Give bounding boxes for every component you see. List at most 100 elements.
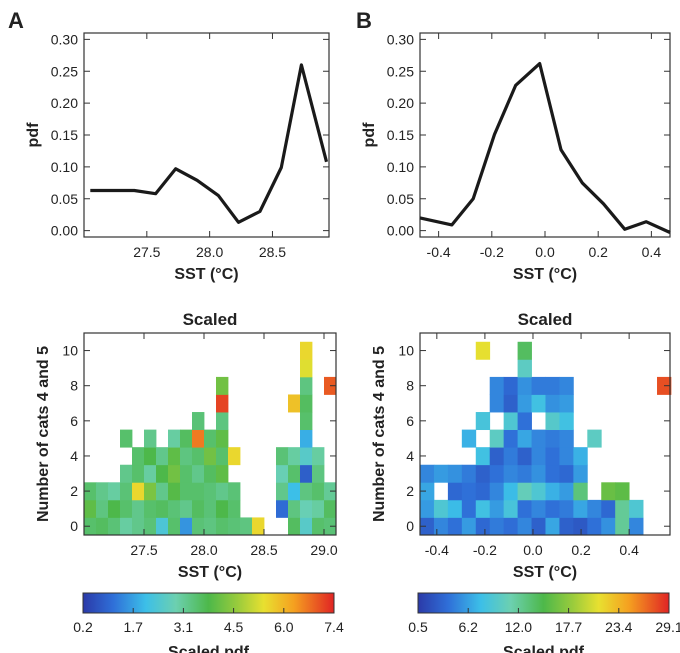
chart-b-heat-cell — [447, 517, 463, 536]
chart-a-heat-cell — [300, 499, 313, 518]
chart-b-heat-cell — [545, 429, 560, 448]
chart-b-heat-ytick-label: 6 — [406, 413, 414, 429]
chart-b-line-ylabel: pdf — [361, 122, 378, 148]
chart-b-heat-cell — [531, 447, 546, 466]
colorbar-a-label: Scaled pdf — [168, 644, 250, 653]
chart-a-heat-cell — [276, 482, 289, 501]
chart-b-heat-cell — [461, 429, 477, 448]
chart-b-heat-cell — [545, 412, 560, 431]
chart-b-heat-cell — [559, 429, 574, 448]
chart-a-heat-cell — [276, 464, 289, 483]
chart-a-heat-cell — [216, 394, 229, 413]
chart-b-heat-cell — [587, 499, 602, 518]
chart-b-heat-cell — [545, 517, 560, 536]
chart-a-heat-xlabel: SST (°C) — [178, 564, 242, 581]
chart-a-heat-cell — [120, 464, 133, 483]
chart-b-heat-cell — [629, 517, 644, 536]
chart-a-heat-cell — [288, 499, 301, 518]
chart-b-line-xtick-label: -0.2 — [480, 244, 504, 260]
chart-b-heat-cell — [461, 482, 477, 501]
chart-a-heat-cell — [84, 499, 97, 518]
chart-a-heat-cell — [108, 482, 121, 501]
chart-b-heat-cell — [517, 359, 532, 378]
chart-a-line-ytick-label: 0.25 — [51, 63, 78, 79]
chart-b-heat-cell — [517, 376, 532, 395]
chart-b-heat-cell — [447, 499, 463, 518]
colorbar-b-tick-label: 0.5 — [408, 619, 428, 635]
chart-a-heat-cell — [84, 482, 97, 501]
chart-a-heat-cell — [168, 447, 181, 466]
chart-b-heat-cell — [503, 464, 518, 483]
chart-b-heat-cell — [475, 482, 491, 501]
chart-a-heat-cell — [192, 499, 205, 518]
chart-a-heat-cell — [108, 499, 121, 518]
colorbar-a-tick-label: 0.2 — [73, 619, 93, 635]
chart-b-heat-cell — [559, 499, 574, 518]
chart-b-heat-cell — [517, 499, 532, 518]
chart-a-heat-cell — [204, 482, 217, 501]
chart-a-heat-cell — [120, 517, 133, 536]
chart-a-line-ytick-label: 0.20 — [51, 95, 78, 111]
chart-a-heat-ytick-label: 4 — [70, 448, 78, 464]
chart-b-heat-cell — [615, 482, 630, 501]
panel-label-a: A — [8, 8, 24, 33]
chart-b-heat-cell — [489, 482, 505, 501]
chart-b-heat-cell — [503, 412, 518, 431]
chart-a-heat-cell — [180, 429, 193, 448]
chart-a-line-axes-frame — [83, 32, 330, 238]
colorbar-a-tick-label: 3.1 — [174, 619, 194, 635]
chart-b-heat-cell — [475, 412, 491, 431]
chart-b-line: -0.4 -0.2 0.0 0.2 0.4 0.00 0.05 0.10 0.15 0.20 0.2… — [361, 31, 671, 283]
colorbar-b-label: Scaled pdf — [503, 644, 585, 653]
chart-b-heat-cell — [461, 499, 477, 518]
chart-b-heat-cell — [420, 482, 435, 501]
colorbar-a-tick-label: 6.0 — [274, 619, 294, 635]
chart-a-heat-cell — [168, 482, 181, 501]
chart-a-heat-cell — [96, 499, 109, 518]
chart-b-heat-cell — [559, 464, 574, 483]
chart-a-heat-cell — [300, 394, 313, 413]
chart-b-heat-cell — [573, 482, 588, 501]
chart-a-heat-ytick-label: 8 — [70, 378, 78, 394]
colorbar-a-tick-label: 1.7 — [123, 619, 143, 635]
chart-a-heat-cell — [216, 412, 229, 431]
chart-b-heatmap: -0.4 -0.2 0.0 0.2 0.4 0 2 4 6 8 10 SST (°C) Number o… — [371, 310, 672, 581]
chart-a-heat-cell — [312, 464, 325, 483]
chart-a-heat-cell — [324, 499, 337, 518]
chart-b-heat-cell — [517, 482, 532, 501]
chart-b-heat-cell — [447, 464, 463, 483]
chart-a-heat-cell — [144, 429, 157, 448]
chart-b-heat-xlabel: SST (°C) — [513, 564, 577, 581]
chart-a-line-xtick-label: 27.5 — [133, 244, 160, 260]
chart-b-line-series-line — [419, 61, 671, 234]
chart-b-heat-cell — [615, 517, 630, 536]
chart-b-heat-cell — [489, 499, 505, 518]
chart-a-heat-cell — [276, 499, 289, 518]
chart-b-heat-cell — [559, 394, 574, 413]
chart-b-heat-cell — [573, 447, 588, 466]
chart-a-line-series-line — [90, 63, 329, 224]
chart-b-heat-cell — [601, 482, 616, 501]
chart-b-heat-cell — [559, 412, 574, 431]
chart-b-heat-xtick-label: 0.0 — [523, 542, 543, 558]
chart-a-heat-cell — [312, 517, 325, 536]
colorbar-b-tick-label: 12.0 — [505, 619, 532, 635]
chart-a-line-xtick-label: 28.0 — [196, 244, 223, 260]
chart-b-heat-cell — [503, 394, 518, 413]
chart-b-heat-cell — [531, 394, 546, 413]
chart-a-heat-cell — [168, 499, 181, 518]
chart-a-heat-cell — [132, 464, 145, 483]
chart-b-heat-ylabel: Number of cats 4 and 5 — [371, 346, 388, 522]
chart-a-heat-cell — [300, 482, 313, 501]
chart-b-heat-cell — [503, 376, 518, 395]
chart-a-heat-cell — [288, 464, 301, 483]
chart-b-heat-ytick-label: 4 — [406, 448, 414, 464]
chart-a-heat-cell — [144, 447, 157, 466]
chart-a-heat-cell — [156, 464, 169, 483]
chart-a-heat-cell — [216, 517, 229, 536]
chart-b-heat-ytick-label: 2 — [406, 483, 414, 499]
chart-a-heat-cell — [312, 499, 325, 518]
chart-a-heat-cell — [228, 517, 241, 536]
chart-a-line-ytick-label: 0.00 — [51, 223, 78, 239]
chart-b-heat-cell — [615, 499, 630, 518]
